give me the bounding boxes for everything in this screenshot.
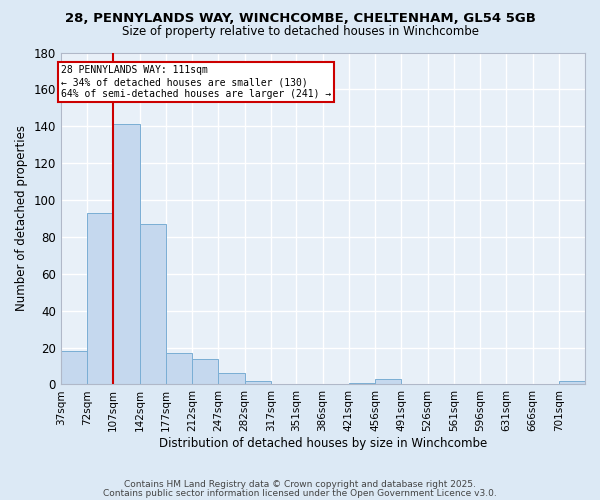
Bar: [218, 374, 245, 384]
Bar: [559, 381, 585, 384]
Bar: [166, 353, 192, 384]
Bar: [113, 124, 140, 384]
Bar: [61, 352, 87, 384]
Text: 28, PENNYLANDS WAY, WINCHCOMBE, CHELTENHAM, GL54 5GB: 28, PENNYLANDS WAY, WINCHCOMBE, CHELTENH…: [65, 12, 535, 26]
Y-axis label: Number of detached properties: Number of detached properties: [15, 126, 28, 312]
Bar: [87, 213, 113, 384]
Bar: [375, 379, 401, 384]
Text: Contains public sector information licensed under the Open Government Licence v3: Contains public sector information licen…: [103, 488, 497, 498]
Text: Size of property relative to detached houses in Winchcombe: Size of property relative to detached ho…: [121, 25, 479, 38]
Bar: [192, 358, 218, 384]
X-axis label: Distribution of detached houses by size in Winchcombe: Distribution of detached houses by size …: [159, 437, 487, 450]
Text: 28 PENNYLANDS WAY: 111sqm
← 34% of detached houses are smaller (130)
64% of semi: 28 PENNYLANDS WAY: 111sqm ← 34% of detac…: [61, 66, 331, 98]
Bar: [245, 381, 271, 384]
Bar: [140, 224, 166, 384]
Bar: [349, 382, 375, 384]
Text: Contains HM Land Registry data © Crown copyright and database right 2025.: Contains HM Land Registry data © Crown c…: [124, 480, 476, 489]
